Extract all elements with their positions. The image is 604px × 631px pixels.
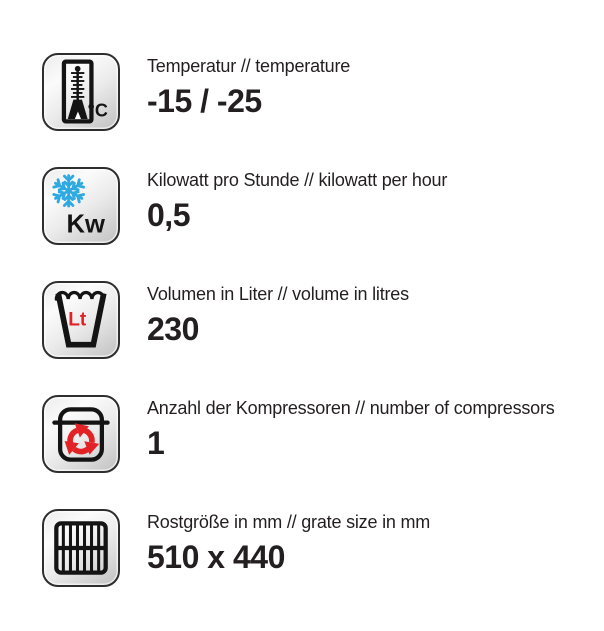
spec-row-grate: Rostgröße in mm // grate size in mm 510 … — [42, 509, 604, 587]
spec-label: Kilowatt pro Stunde // kilowatt per hour — [147, 170, 448, 190]
spec-label: Rostgröße in mm // grate size in mm — [147, 512, 431, 532]
grate-icon — [42, 509, 120, 587]
spec-text: Temperatur // temperature -15 / -25 — [147, 53, 350, 118]
rotation-arrows-icon — [64, 423, 100, 455]
spec-rows: °C Temperatur // temperature -15 / -25 — [42, 53, 604, 587]
spec-text: Kilowatt pro Stunde // kilowatt per hour… — [147, 167, 447, 232]
celsius-label: °C — [88, 101, 108, 121]
snowflake-icon: Kw — [42, 167, 120, 245]
kw-label: Kw — [67, 211, 105, 239]
spec-value: 1 — [147, 425, 165, 461]
spec-label: Temperatur // temperature — [147, 56, 351, 76]
spec-value: -15 / -25 — [147, 83, 262, 119]
spec-value: 0,5 — [147, 197, 190, 233]
spec-row-kilowatt: Kw Kilowatt pro Stunde // kilowatt per h… — [42, 167, 604, 245]
thermometer-icon-art: °C — [61, 59, 108, 124]
lt-label: Lt — [68, 310, 87, 331]
spec-row-temperature: °C Temperatur // temperature -15 / -25 — [42, 53, 604, 131]
volume-icon-art: Lt — [54, 290, 107, 348]
spec-value: 510 x 440 — [147, 539, 285, 575]
compressor-icon — [42, 395, 120, 473]
compressor-icon-art — [52, 407, 110, 462]
spec-label: Volumen in Liter // volume in litres — [147, 284, 409, 304]
spec-label: Anzahl der Kompressoren // number of com… — [147, 398, 555, 418]
thermometer-icon: °C — [42, 53, 120, 131]
spec-row-compressors: Anzahl der Kompressoren // number of com… — [42, 395, 604, 473]
spec-row-volume: Lt Volumen in Liter // volume in litres … — [42, 281, 604, 359]
spec-text: Volumen in Liter // volume in litres 230 — [147, 281, 409, 346]
volume-icon: Lt — [42, 281, 120, 359]
grate-icon-art — [54, 521, 108, 575]
spec-text: Rostgröße in mm // grate size in mm 510 … — [147, 509, 430, 574]
spec-text: Anzahl der Kompressoren // number of com… — [147, 395, 555, 460]
spec-value: 230 — [147, 311, 199, 347]
snowflake-icon-art: Kw — [52, 174, 105, 239]
